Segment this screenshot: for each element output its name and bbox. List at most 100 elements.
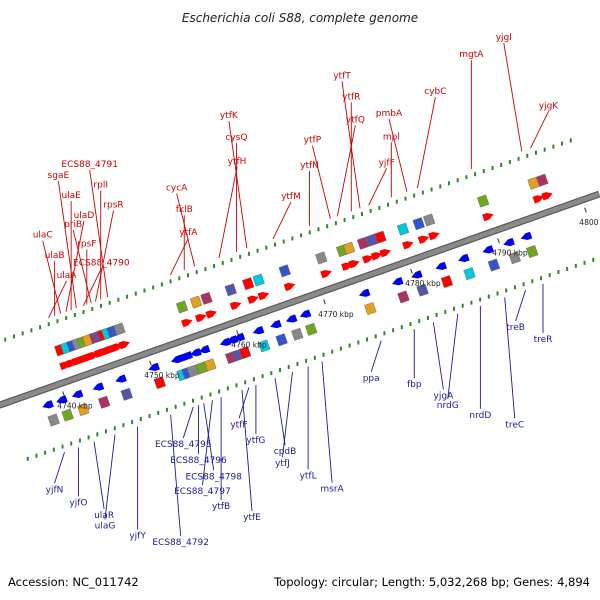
gene-cog-block-ytfj — [275, 333, 288, 347]
cog-tick-top — [421, 190, 424, 195]
gene-arrow-ytfe — [219, 337, 232, 346]
cog-tick-top — [65, 316, 68, 321]
cog-tick-bottom — [174, 404, 177, 409]
cog-tick-top — [82, 309, 85, 314]
gene-arrow-ytfb — [198, 345, 211, 354]
cog-tick-bottom — [531, 279, 534, 284]
gene-label-yjgi: yjgI — [496, 33, 512, 43]
cog-tick-top — [526, 153, 529, 158]
cog-tick-bottom — [409, 322, 412, 327]
cog-tick-top — [117, 297, 120, 302]
cog-tick-bottom — [35, 453, 38, 458]
gene-label-ytfn: ytfN — [300, 161, 319, 171]
gene-arrow-ecs88-4792 — [148, 362, 160, 372]
cog-tick-bottom — [157, 410, 160, 415]
cog-tick-top — [552, 144, 555, 149]
leader-line-ytfh — [218, 166, 238, 259]
gene-cog-block-yjgk — [536, 173, 549, 187]
cog-tick-bottom — [192, 398, 195, 403]
gene-cog-block-ular — [77, 403, 90, 417]
gene-cog-block-cpdb — [258, 339, 271, 353]
cog-tick-bottom — [322, 352, 325, 357]
cog-tick-bottom — [487, 294, 490, 299]
scale-ticks: 4740 kbp 4750 kbp 4760 kbp 4770 kbp 4780 kbp… — [57, 207, 600, 411]
gene-label-mpl: mpl — [383, 132, 400, 142]
accession-text: Accession: NC_011742 — [8, 575, 139, 589]
backbone-core — [0, 191, 600, 408]
gene-cog-block-ppa — [364, 302, 377, 316]
gene-label-ulaa: ulaA — [57, 271, 78, 281]
gene-label-mgta: mgtA — [459, 50, 484, 60]
gene-cog-block-nrdg — [440, 275, 454, 289]
cog-tick-top — [413, 193, 416, 198]
gene-label-ulad: ulaD — [74, 211, 95, 221]
gene-arrow-nrdd — [458, 253, 470, 263]
gene-label-trec: treC — [505, 420, 524, 430]
cog-tick-bottom — [270, 371, 273, 376]
gene-cog-block-ytfn — [315, 251, 328, 265]
cog-tick-bottom — [287, 364, 290, 369]
gene-label-ytff: ytfF — [230, 420, 247, 430]
gene-cog-block-nrdd — [463, 267, 476, 281]
forward-strand-genes — [54, 173, 553, 371]
cog-tick-top — [326, 224, 329, 229]
leader-line-cpdb — [274, 378, 286, 446]
cog-tick-bottom — [331, 349, 334, 354]
cog-tick-bottom — [383, 331, 386, 336]
gene-label-ytft: ytfT — [333, 71, 351, 81]
leader-line-ecs88-4797 — [201, 400, 213, 486]
gene-label-ytfr: ytfR — [342, 92, 360, 102]
leader-line-ulag — [104, 434, 116, 520]
gene-label-cyca: cycA — [166, 184, 188, 194]
cog-tick-top — [300, 233, 303, 238]
gene-cog-block-ulag — [98, 395, 111, 409]
gene-cog-block-mpl — [396, 222, 410, 236]
gene-cog-block-yjff — [374, 230, 387, 244]
gene-arrow-ytfr — [362, 255, 374, 264]
leader-line-sgae — [57, 181, 77, 309]
cog-tick-bottom — [348, 343, 351, 348]
gene-label-ytfp: ytfP — [304, 136, 322, 146]
gene-label-ytfb: ytfB — [212, 502, 230, 512]
cog-tick-bottom — [87, 435, 90, 440]
gene-arrow-ecs88-4798 — [181, 351, 193, 360]
cog-tick-bottom — [339, 346, 342, 351]
leader-line-ytff — [238, 387, 250, 419]
cog-tick-top — [56, 319, 59, 324]
cog-tick-bottom — [139, 417, 142, 422]
cog-tick-bottom — [70, 441, 73, 446]
leader-line-rpsr — [95, 210, 114, 302]
gene-arrow-trer — [520, 231, 533, 240]
leader-line-ecs88-4795 — [182, 406, 194, 439]
gene-cog-block-ytfr — [356, 236, 370, 250]
cog-tick-top — [47, 322, 50, 327]
cog-tick-top — [265, 245, 268, 250]
gene-cog-block-cysq — [242, 277, 255, 291]
gene-label-ulac: ulaC — [33, 231, 53, 241]
cog-tick-bottom — [78, 438, 81, 443]
leader-line-ulac — [42, 240, 62, 314]
gene-label-ecs88-4796: ECS88_4796 — [170, 456, 227, 466]
scale-tick-mark — [584, 207, 587, 213]
gene-label-treb: treB — [506, 323, 525, 333]
cog-tick-top — [30, 328, 33, 333]
gene-arrow-cysq — [247, 295, 259, 304]
leader-line-yjff — [368, 168, 388, 206]
cog-tick-bottom — [540, 276, 543, 281]
cog-tick-bottom — [226, 386, 229, 391]
cog-tick-bottom — [296, 361, 299, 366]
gene-arrow-ular — [71, 389, 84, 398]
cog-tick-top — [404, 196, 407, 201]
cog-tick-top — [247, 251, 250, 256]
gene-cog-block-trer — [526, 245, 539, 259]
cog-tick-top — [395, 199, 398, 204]
cog-tick-bottom — [96, 432, 99, 437]
cog-tick-bottom — [435, 312, 438, 317]
cog-tick-top — [378, 205, 381, 210]
gene-arrow-yjff — [379, 249, 391, 258]
cog-tick-bottom — [557, 270, 560, 275]
gene-label-prib: priB — [64, 220, 82, 230]
gene-cog-block-ytfb — [204, 358, 217, 372]
cog-tick-bottom — [200, 395, 203, 400]
forward-gene-labels: ulaA ulaB ulaC ulaD ulaE sgaE ECS88_4790 rpsF pr… — [33, 33, 559, 319]
